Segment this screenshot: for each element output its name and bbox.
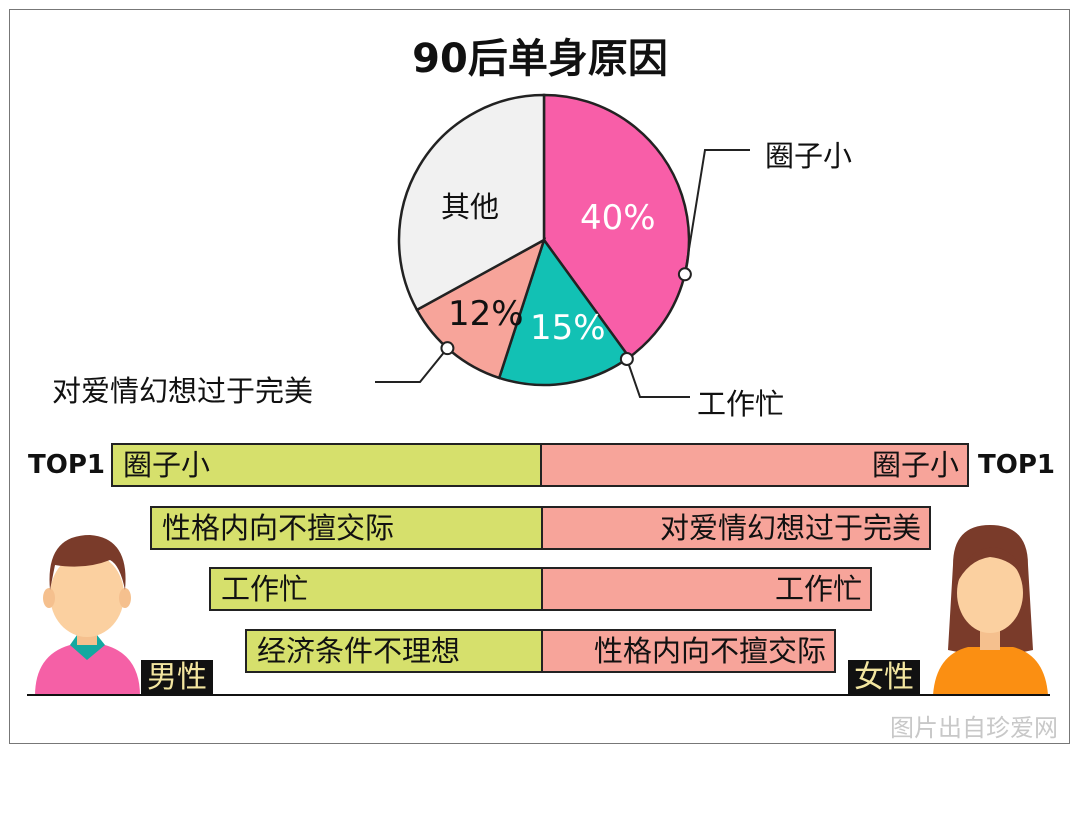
leader-line bbox=[625, 358, 690, 398]
watermark: 图片出自珍爱网 bbox=[890, 714, 1058, 742]
baseline-divider bbox=[27, 694, 1050, 696]
slice-label-circle-small: 圈子小 bbox=[765, 139, 853, 173]
ranking-row: 经济条件不理想 性格内向不擅交际 bbox=[245, 629, 836, 673]
top1-label-female: TOP1 bbox=[978, 450, 1055, 480]
ranking-row: 工作忙 工作忙 bbox=[209, 567, 872, 611]
ranking-row: 圈子小 圈子小 bbox=[111, 443, 969, 487]
male-reason: 性格内向不擅交际 bbox=[152, 508, 543, 548]
pie-slice bbox=[397, 93, 546, 312]
ranking-row: 性格内向不擅交际 对爱情幻想过于完美 bbox=[150, 506, 931, 550]
pie-slice bbox=[542, 93, 691, 360]
male-label: 男性 bbox=[141, 660, 213, 696]
female-reason: 性格内向不擅交际 bbox=[542, 631, 834, 671]
chart-title: 90后单身原因 bbox=[412, 36, 668, 82]
infographic-frame bbox=[9, 9, 1070, 744]
leader-dot bbox=[440, 341, 455, 356]
leader-dot bbox=[619, 351, 634, 366]
female-reason: 对爱情幻想过于完美 bbox=[542, 508, 929, 548]
leader-line bbox=[375, 347, 449, 383]
male-figure-icon bbox=[35, 535, 140, 696]
slice-label-romance: 对爱情幻想过于完美 bbox=[52, 374, 314, 408]
slice-label-other: 其他 bbox=[441, 190, 500, 224]
slice-label-busy-work: 工作忙 bbox=[697, 387, 785, 421]
leader-line bbox=[683, 149, 750, 275]
female-figure-icon bbox=[933, 525, 1048, 695]
pie-chart bbox=[375, 93, 750, 398]
leader-dot bbox=[677, 267, 692, 282]
male-reason: 工作忙 bbox=[211, 569, 543, 609]
female-reason: 圈子小 bbox=[542, 445, 967, 485]
slice-value-12: 12% bbox=[448, 294, 524, 334]
male-reason: 圈子小 bbox=[113, 445, 542, 485]
female-label: 女性 bbox=[848, 660, 920, 696]
slice-value-40: 40% bbox=[580, 198, 656, 238]
slice-value-15: 15% bbox=[530, 308, 606, 348]
female-reason: 工作忙 bbox=[542, 569, 870, 609]
top1-label-male: TOP1 bbox=[28, 450, 105, 480]
male-reason: 经济条件不理想 bbox=[247, 631, 543, 671]
